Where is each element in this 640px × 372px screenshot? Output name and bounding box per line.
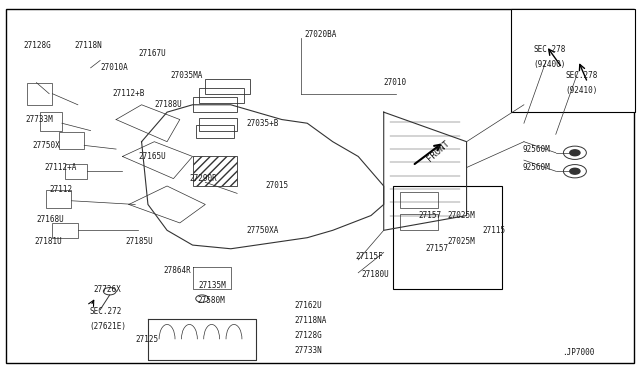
Text: (92410): (92410) — [565, 86, 598, 94]
Bar — [196, 125, 234, 138]
Text: 27181U: 27181U — [35, 237, 62, 246]
Text: 27112+A: 27112+A — [45, 163, 77, 172]
Text: 27733N: 27733N — [294, 346, 323, 355]
Text: 27118N: 27118N — [75, 41, 102, 50]
Text: 27188U: 27188U — [154, 100, 182, 109]
Bar — [27, 83, 52, 105]
Text: 27733M: 27733M — [26, 115, 53, 124]
Text: 27157: 27157 — [425, 244, 448, 253]
Text: 27162U: 27162U — [294, 301, 323, 311]
Text: 27185U: 27185U — [125, 237, 154, 246]
Bar — [40, 112, 62, 131]
Bar — [399, 214, 438, 230]
Text: 27112: 27112 — [49, 185, 72, 194]
Text: 27025M: 27025M — [447, 211, 475, 220]
Text: 92560M: 92560M — [523, 145, 550, 154]
Bar — [46, 190, 72, 208]
Text: 27128G: 27128G — [24, 41, 51, 50]
Circle shape — [570, 150, 580, 156]
Bar — [193, 97, 237, 112]
Text: (92400): (92400) — [534, 60, 566, 69]
Text: 27010: 27010 — [384, 78, 407, 87]
Text: SEC.278: SEC.278 — [565, 71, 598, 80]
Bar — [394, 186, 502, 289]
Bar — [193, 157, 237, 186]
Text: 27168U: 27168U — [36, 215, 64, 224]
Text: 27580M: 27580M — [198, 296, 225, 305]
Bar — [65, 164, 88, 179]
Text: 27115F: 27115F — [355, 251, 383, 261]
Text: 92560M: 92560M — [523, 163, 550, 172]
Text: 27035MA: 27035MA — [170, 71, 203, 80]
Text: 27180U: 27180U — [362, 270, 389, 279]
Text: .JP7000: .JP7000 — [562, 348, 595, 357]
Text: 27035+B: 27035+B — [246, 119, 279, 128]
Text: 27167U: 27167U — [138, 49, 166, 58]
Text: 27025M: 27025M — [447, 237, 475, 246]
Text: FRONT: FRONT — [425, 139, 451, 163]
Text: (27621E): (27621E) — [90, 322, 126, 331]
Text: 27165U: 27165U — [138, 152, 166, 161]
Text: 27112+B: 27112+B — [113, 89, 145, 98]
Bar — [511, 9, 636, 112]
Bar — [52, 223, 78, 238]
Text: 27115: 27115 — [483, 226, 506, 235]
Text: 27290R: 27290R — [189, 174, 217, 183]
Text: SEC.278: SEC.278 — [534, 45, 566, 54]
Bar — [199, 88, 244, 103]
Text: 27864R: 27864R — [164, 266, 191, 275]
Text: 27118NA: 27118NA — [294, 316, 327, 325]
Bar — [399, 192, 438, 208]
Bar — [59, 132, 84, 149]
Text: 27750XA: 27750XA — [246, 226, 279, 235]
Circle shape — [570, 168, 580, 174]
Text: 27020BA: 27020BA — [304, 30, 337, 39]
Text: 27750X: 27750X — [32, 141, 60, 150]
Bar — [205, 79, 250, 94]
Text: 27010A: 27010A — [100, 63, 128, 72]
Text: 27015: 27015 — [266, 182, 289, 190]
Text: 27726X: 27726X — [94, 285, 122, 294]
Text: 27157: 27157 — [419, 211, 442, 220]
Text: SEC.272: SEC.272 — [90, 307, 122, 316]
Text: 27125: 27125 — [135, 335, 158, 344]
Bar — [199, 118, 237, 131]
Text: 27128G: 27128G — [294, 331, 323, 340]
Text: 27135M: 27135M — [199, 281, 227, 290]
